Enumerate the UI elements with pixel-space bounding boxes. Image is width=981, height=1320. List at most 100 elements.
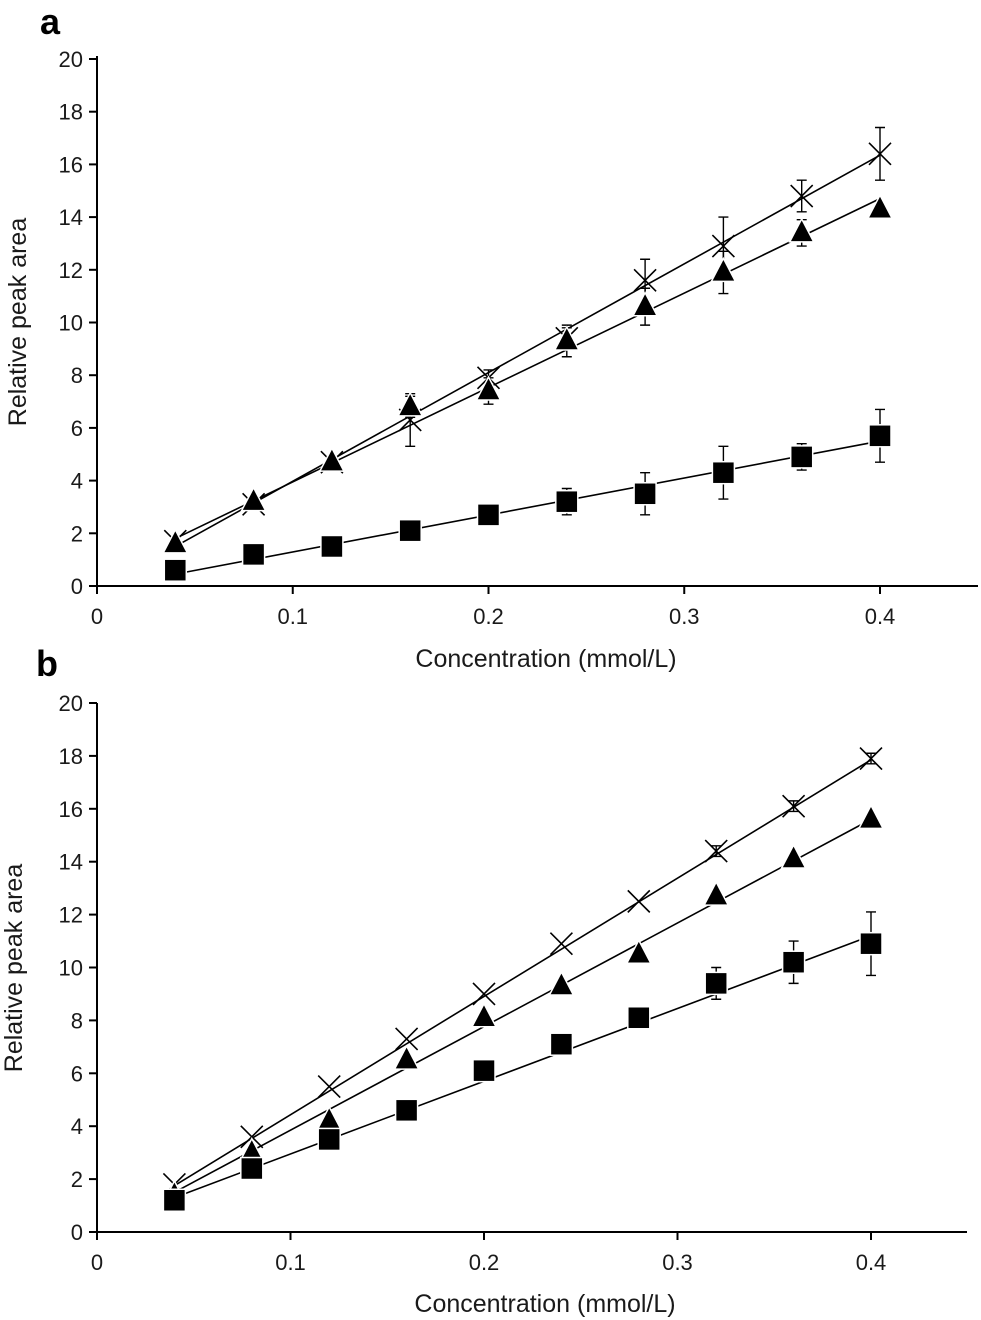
marker-triangle bbox=[788, 217, 815, 243]
panel-a: a Relative peak area Concentration (mmol… bbox=[4, 1, 978, 673]
marker-triangle bbox=[475, 375, 502, 401]
marker-square bbox=[781, 950, 806, 974]
x-tick-label: 0 bbox=[91, 1250, 103, 1275]
marker-square bbox=[163, 558, 188, 582]
marker-triangle bbox=[396, 391, 424, 417]
marker-cross bbox=[627, 889, 651, 913]
marker-square bbox=[704, 971, 728, 996]
panel-label: b bbox=[36, 643, 58, 684]
marker-square bbox=[549, 1032, 574, 1056]
y-tick-label: 10 bbox=[59, 311, 83, 336]
marker-triangle bbox=[162, 528, 189, 554]
marker-cross bbox=[472, 982, 496, 1006]
marker-cross bbox=[549, 932, 573, 956]
marker-triangle bbox=[470, 1002, 498, 1028]
x-tick-label: 0.2 bbox=[473, 604, 504, 629]
y-tick-label: 12 bbox=[59, 903, 83, 928]
marker-triangle bbox=[857, 803, 885, 830]
y-tick-label: 6 bbox=[71, 1061, 83, 1086]
marker-triangle bbox=[315, 1105, 343, 1131]
data-markers bbox=[162, 142, 894, 582]
marker-square bbox=[240, 1156, 264, 1181]
panel-b: b Relative peak area Concentration (mmol… bbox=[0, 643, 967, 1318]
x-tick-label: 0.4 bbox=[856, 1250, 887, 1275]
marker-square bbox=[472, 1058, 496, 1083]
y-tick-label: 6 bbox=[71, 416, 83, 441]
marker-triangle bbox=[548, 970, 575, 996]
y-tick-label: 18 bbox=[59, 744, 83, 769]
x-axis-title: Concentration (mmol/L) bbox=[414, 1290, 675, 1318]
marker-square bbox=[476, 503, 501, 527]
y-tick-label: 2 bbox=[71, 1167, 83, 1192]
y-tick-label: 10 bbox=[59, 956, 83, 981]
marker-square bbox=[627, 1006, 651, 1030]
fit-lines bbox=[174, 154, 881, 575]
marker-square bbox=[320, 534, 344, 559]
marker-square bbox=[868, 424, 892, 448]
y-tick-label: 16 bbox=[59, 152, 83, 177]
marker-cross bbox=[790, 184, 814, 208]
marker-triangle bbox=[710, 256, 737, 283]
x-tick-label: 0.4 bbox=[865, 604, 896, 629]
y-tick-label: 18 bbox=[59, 100, 83, 125]
marker-square bbox=[241, 542, 266, 567]
y-tick-label: 0 bbox=[71, 1220, 83, 1245]
y-tick-label: 4 bbox=[71, 469, 83, 494]
y-tick-label: 4 bbox=[71, 1114, 83, 1139]
fit-line-triangle bbox=[174, 818, 872, 1194]
y-tick-label: 14 bbox=[59, 850, 83, 875]
x-axis-title: Concentration (mmol/L) bbox=[415, 645, 676, 673]
marker-triangle bbox=[393, 1044, 420, 1070]
marker-cross bbox=[859, 746, 883, 771]
y-axis-title: Relative peak area bbox=[4, 218, 32, 427]
marker-triangle bbox=[702, 880, 730, 906]
y-tick-label: 2 bbox=[71, 521, 83, 546]
marker-square bbox=[633, 482, 657, 506]
marker-square bbox=[859, 931, 883, 956]
marker-square bbox=[162, 1188, 187, 1213]
fit-line-square bbox=[174, 935, 872, 1199]
x-tick-label: 0.3 bbox=[662, 1250, 693, 1275]
marker-triangle bbox=[780, 843, 807, 869]
x-tick-label: 0.2 bbox=[469, 1250, 500, 1275]
y-tick-label: 20 bbox=[59, 47, 83, 72]
marker-cross bbox=[704, 839, 728, 863]
marker-square bbox=[555, 489, 579, 514]
marker-triangle bbox=[866, 193, 894, 219]
marker-triangle bbox=[318, 446, 346, 472]
ticks: 0 2 4 6 8 10 12 14 16 18 20 0 0.1 0.2 0.3 0.4 bbox=[59, 47, 896, 629]
marker-cross bbox=[711, 234, 735, 258]
fit-lines bbox=[173, 759, 872, 1199]
y-tick-label: 8 bbox=[71, 1008, 83, 1033]
error-bars bbox=[711, 752, 876, 1000]
marker-triangle bbox=[553, 325, 581, 351]
marker-cross bbox=[782, 794, 806, 818]
marker-cross bbox=[633, 268, 657, 292]
marker-cross bbox=[868, 142, 892, 166]
marker-square bbox=[711, 460, 736, 485]
y-tick-label: 14 bbox=[59, 205, 83, 230]
x-tick-label: 0.1 bbox=[277, 604, 308, 629]
marker-square bbox=[398, 518, 422, 543]
y-tick-label: 8 bbox=[71, 363, 83, 388]
y-axis-title: Relative peak area bbox=[0, 864, 28, 1073]
marker-cross bbox=[240, 1125, 264, 1149]
marker-triangle bbox=[631, 291, 659, 317]
fit-line-cross bbox=[173, 759, 872, 1187]
panel-label: a bbox=[40, 1, 61, 42]
marker-cross bbox=[395, 1027, 419, 1051]
marker-triangle bbox=[625, 938, 653, 965]
ticks: 0 2 4 6 8 10 12 14 16 18 20 0 0.1 0.2 0.3 0.4 bbox=[59, 691, 887, 1275]
y-tick-label: 12 bbox=[59, 258, 83, 283]
marker-cross bbox=[317, 1074, 341, 1099]
marker-square bbox=[394, 1098, 419, 1123]
marker-triangle bbox=[240, 486, 267, 512]
y-tick-label: 20 bbox=[59, 691, 83, 716]
fit-line-triangle bbox=[174, 197, 881, 540]
x-tick-label: 0.3 bbox=[669, 604, 700, 629]
data-markers bbox=[161, 746, 885, 1213]
marker-square bbox=[317, 1127, 341, 1152]
fit-line-square bbox=[175, 440, 881, 575]
marker-square bbox=[789, 445, 814, 469]
